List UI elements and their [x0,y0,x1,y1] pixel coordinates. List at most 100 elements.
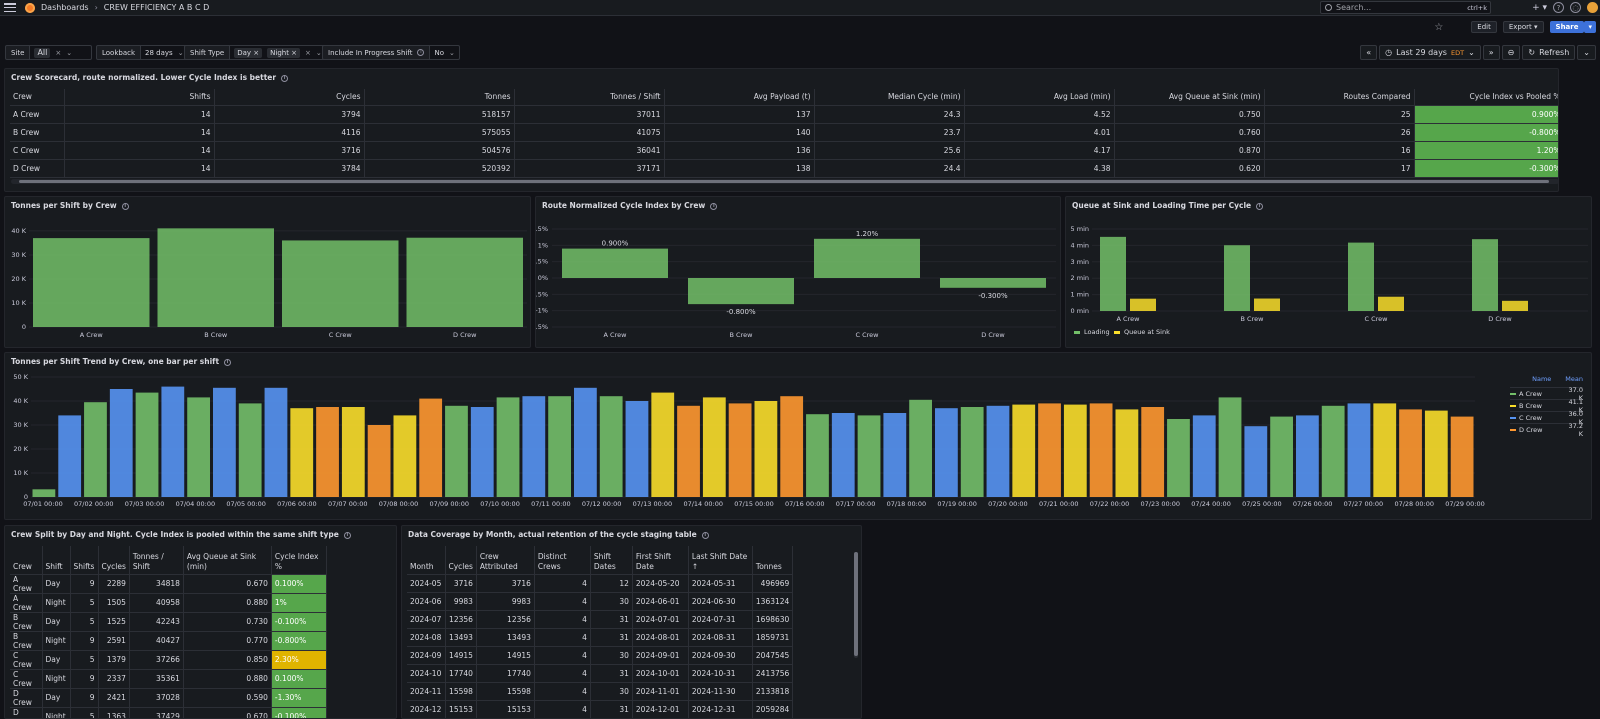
search-input[interactable]: Search... ctrl+k [1320,1,1491,14]
table-cell: 2024-12-31 [688,700,753,718]
info-icon[interactable]: i [1256,202,1264,210]
bar [109,389,133,497]
site-select[interactable]: All × ⌄ [30,45,93,60]
add-icon[interactable]: + ▾ [1532,2,1547,13]
column-header[interactable]: Cycles [98,546,130,575]
lookback-select[interactable]: 28 days ⌄ [141,45,190,60]
column-header[interactable]: Distinct Crews [534,546,591,575]
chevron-down-icon[interactable]: ⌄ [315,48,322,57]
info-icon[interactable]: i [281,74,289,82]
column-header[interactable]: Tonnes [752,546,794,575]
news-icon[interactable]: ◌ [1570,2,1581,13]
scrollbar-thumb[interactable] [854,552,858,656]
bar [282,240,399,327]
column-header[interactable]: Crew [10,89,65,106]
shift-chip-day[interactable]: Day × [234,47,263,58]
shift-chip-night[interactable]: Night × [267,47,301,58]
edit-button[interactable]: Edit [1471,21,1497,33]
info-icon[interactable]: i [417,49,425,56]
table-cell: 2289 [98,574,130,594]
table-cell: 0.850 [183,650,272,670]
time-range-picker[interactable]: ◷ Last 29 days EDT ⌄ [1379,45,1481,60]
bar [1063,404,1087,497]
table-cell: Night [42,593,71,613]
zoom-out-button[interactable]: ⊖ [1501,45,1521,60]
panel-title: Crew Split by Day and Night. Cycle Index… [11,530,351,539]
table-cell: 2024-08-31 [688,628,753,647]
crew-scorecard-panel: Crew Scorecard, route normalized. Lower … [4,68,1559,192]
breadcrumb-dashboards[interactable]: Dashboards [41,3,89,12]
column-header[interactable]: Median Cycle (min) [814,89,965,106]
column-header[interactable]: Cycles [214,89,365,106]
column-header[interactable]: Shift Dates [590,546,633,575]
clear-icon[interactable]: × [55,48,62,57]
table-cell: Day [42,612,71,632]
x-tick-label: 07/06 00:00 [277,500,317,508]
column-header[interactable]: Avg Queue at Sink (min) [1114,89,1265,106]
legend-item[interactable]: D Crew 37.2 K [1510,422,1583,438]
x-tick-label: B Crew [204,331,228,339]
column-header[interactable]: Cycles [445,546,477,575]
column-header[interactable]: Month [407,546,446,575]
star-icon[interactable]: ☆ [1434,21,1444,33]
horizontal-scrollbar[interactable] [11,179,1558,184]
column-header[interactable]: Avg Queue at Sink (min) [183,546,272,575]
column-header[interactable]: Shift [42,546,71,575]
breadcrumb-dashboard-title: CREW EFFICIENCY A B C D [103,3,210,12]
bar [1192,415,1216,497]
time-back-button[interactable]: « [1360,45,1378,60]
bar [940,278,1046,288]
column-header[interactable]: Shifts [70,546,99,575]
info-icon[interactable]: i [701,531,709,539]
legend-item[interactable]: A Crew 37.0 K [1510,386,1583,402]
shift-type-select[interactable]: Day × Night × × ⌄ [230,45,327,60]
table-cell: 17 [1264,159,1415,178]
table-cell: 37028 [129,688,184,708]
table-cell: 9983 [445,592,477,611]
table-cell: 3716 [214,141,365,160]
column-header[interactable]: Shifts [64,89,215,106]
column-header[interactable]: First Shift Date [632,546,689,575]
column-header[interactable]: Routes Compared [1264,89,1415,106]
column-header[interactable]: Last Shift Date ↑ [688,546,753,575]
legend-header-name[interactable]: Name [1532,375,1552,383]
bar [1012,404,1036,497]
column-header[interactable]: Tonnes / Shift [129,546,184,575]
info-icon[interactable]: i [121,202,129,210]
column-header[interactable]: Tonnes / Shift [514,89,665,106]
column-header[interactable]: Cycle Index vs Pooled % [1414,89,1558,106]
column-header[interactable]: Avg Payload (t) [664,89,815,106]
vertical-scrollbar[interactable] [854,552,858,658]
table-cell: 9 [70,669,99,689]
bar [754,401,778,497]
y-tick-label: 20 K [13,445,28,453]
time-forward-button[interactable]: » [1482,45,1500,60]
include-in-progress-select[interactable]: No ⌄ [430,45,461,60]
column-header[interactable]: Crew [10,546,43,575]
grafana-logo-icon[interactable] [25,2,35,13]
bar [341,407,365,497]
bar [960,407,984,497]
chevron-down-icon[interactable]: ⌄ [66,48,73,57]
column-header[interactable]: Avg Load (min) [964,89,1115,106]
column-header[interactable]: Tonnes [364,89,515,106]
info-icon[interactable]: i [224,358,232,366]
info-icon[interactable]: i [710,202,718,210]
refresh-interval-dropdown[interactable]: ⌄ [1577,45,1596,60]
avatar[interactable] [1587,2,1598,13]
share-dropdown-button[interactable]: ▾ [1584,21,1596,33]
export-button[interactable]: Export ▾ [1502,21,1544,33]
column-header[interactable]: Cycle Index % [271,546,327,575]
legend-header-mean[interactable]: Mean [1565,375,1583,383]
scrollbar-thumb[interactable] [19,180,1549,183]
legend-item[interactable]: C Crew 36.0 K [1510,410,1583,426]
refresh-button[interactable]: ↻ Refresh [1522,45,1576,60]
help-icon[interactable]: ? [1553,2,1564,13]
menu-icon[interactable] [4,3,16,12]
legend-item[interactable]: B Crew 41.1 K [1510,398,1583,414]
info-icon[interactable]: i [343,531,351,539]
clear-icon[interactable]: × [305,48,311,57]
share-button[interactable]: Share [1549,21,1585,33]
column-header[interactable]: Crew Attributed [476,546,535,575]
variables-bar: Site All × ⌄ Lookback 28 days ⌄ Shift Typ… [0,44,1600,62]
